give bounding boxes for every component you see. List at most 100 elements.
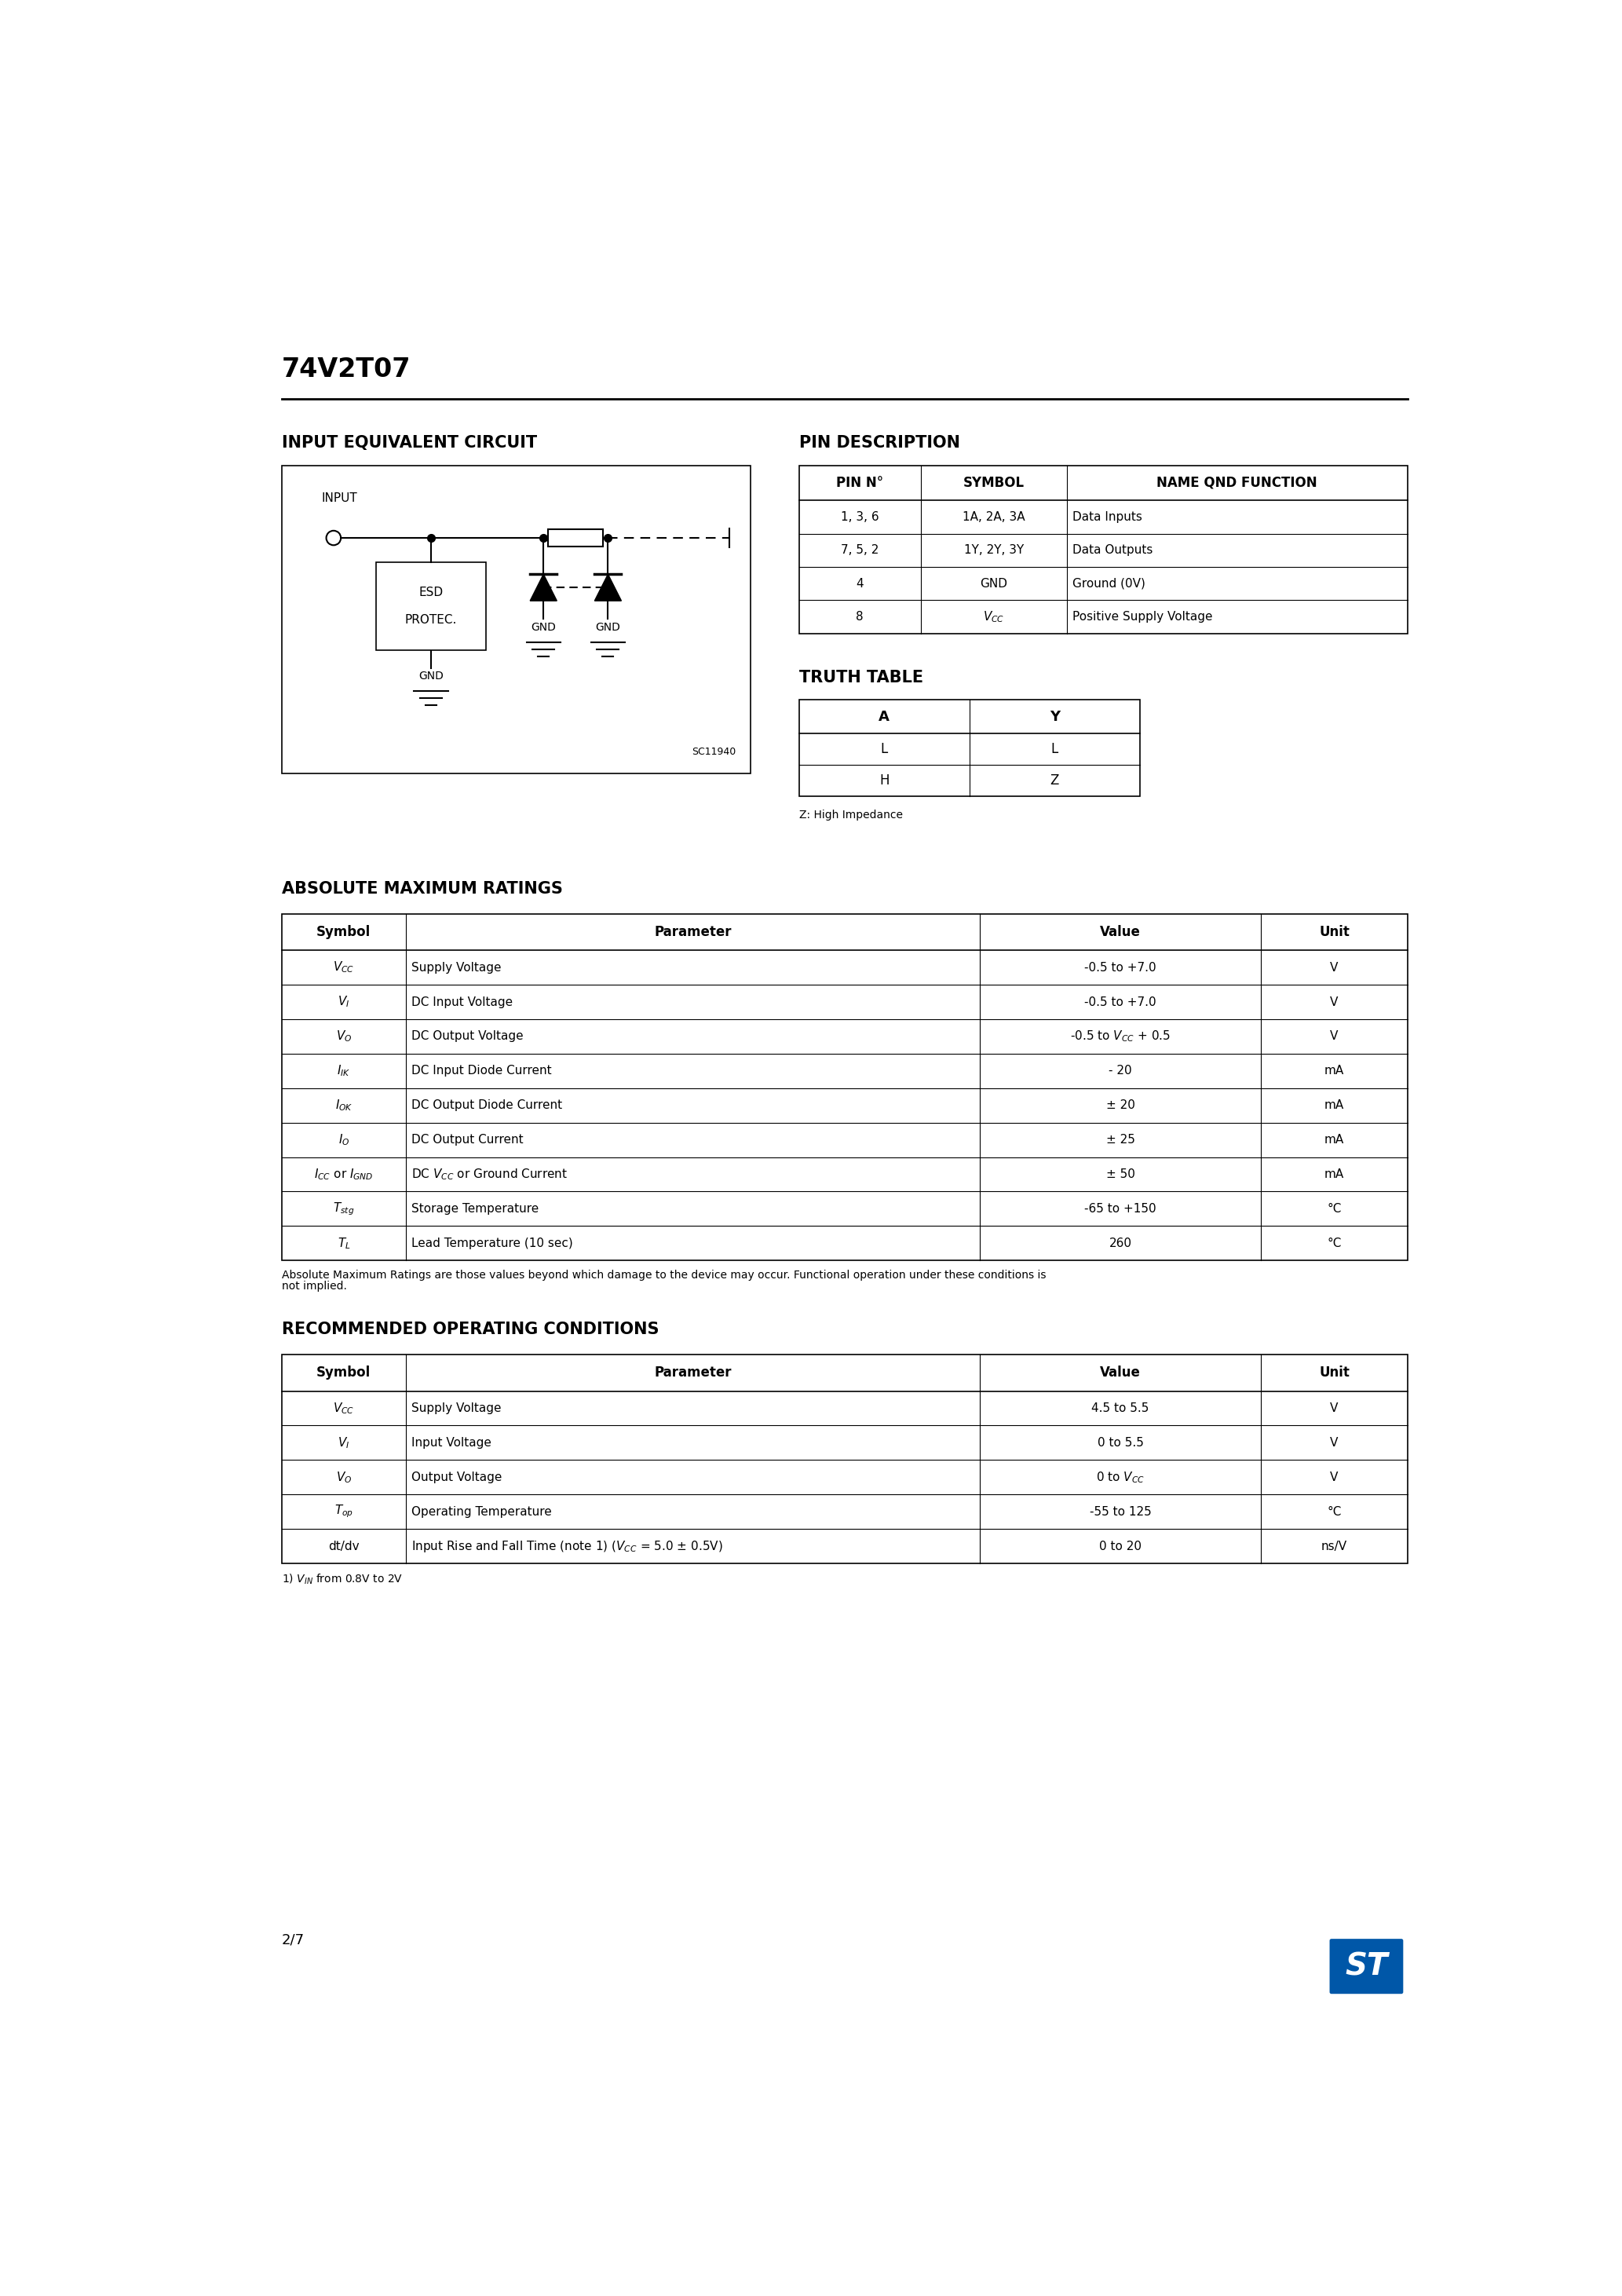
- Text: $I_{CC}$ or $I_{GND}$: $I_{CC}$ or $I_{GND}$: [315, 1166, 373, 1182]
- Text: GND: GND: [595, 622, 621, 634]
- Text: Output Voltage: Output Voltage: [412, 1472, 503, 1483]
- Text: -55 to 125: -55 to 125: [1090, 1506, 1152, 1518]
- Text: - 20: - 20: [1109, 1065, 1132, 1077]
- Text: Data Outputs: Data Outputs: [1072, 544, 1153, 556]
- Text: GND: GND: [418, 670, 443, 682]
- Text: $V_{O}$: $V_{O}$: [336, 1029, 352, 1045]
- Text: °C: °C: [1327, 1506, 1341, 1518]
- Text: DC Input Voltage: DC Input Voltage: [412, 996, 513, 1008]
- Text: mA: mA: [1325, 1065, 1345, 1077]
- Text: L: L: [1051, 742, 1058, 755]
- Text: ± 50: ± 50: [1106, 1169, 1135, 1180]
- Text: Symbol: Symbol: [316, 1366, 371, 1380]
- Text: $V_{CC}$: $V_{CC}$: [983, 608, 1004, 625]
- Text: ± 25: ± 25: [1106, 1134, 1135, 1146]
- Text: V: V: [1330, 962, 1338, 974]
- Text: ST: ST: [1345, 1952, 1388, 1981]
- Text: not implied.: not implied.: [282, 1281, 347, 1290]
- Text: 4: 4: [856, 579, 863, 590]
- Text: SYMBOL: SYMBOL: [963, 475, 1025, 489]
- Bar: [376, 563, 485, 650]
- Text: V: V: [1330, 996, 1338, 1008]
- Text: DC $V_{CC}$ or Ground Current: DC $V_{CC}$ or Ground Current: [412, 1166, 568, 1182]
- Text: mA: mA: [1325, 1169, 1345, 1180]
- Text: $V_{CC}$: $V_{CC}$: [333, 960, 355, 976]
- Text: Z: High Impedance: Z: High Impedance: [800, 810, 903, 820]
- Text: Absolute Maximum Ratings are those values beyond which damage to the device may : Absolute Maximum Ratings are those value…: [282, 1270, 1046, 1281]
- Text: Lead Temperature (10 sec): Lead Temperature (10 sec): [412, 1238, 573, 1249]
- Bar: [282, 466, 751, 774]
- Text: 260: 260: [1109, 1238, 1132, 1249]
- Text: -0.5 to $V_{CC}$ + 0.5: -0.5 to $V_{CC}$ + 0.5: [1071, 1029, 1171, 1045]
- Text: 0 to $V_{CC}$: 0 to $V_{CC}$: [1096, 1469, 1145, 1486]
- Bar: [800, 466, 1408, 634]
- Text: Supply Voltage: Supply Voltage: [412, 1403, 501, 1414]
- Text: Storage Temperature: Storage Temperature: [412, 1203, 539, 1215]
- Text: Operating Temperature: Operating Temperature: [412, 1506, 551, 1518]
- Text: $I_{IK}$: $I_{IK}$: [337, 1063, 350, 1079]
- Text: -0.5 to +7.0: -0.5 to +7.0: [1085, 996, 1156, 1008]
- Text: Symbol: Symbol: [316, 925, 371, 939]
- Text: Ground (0V): Ground (0V): [1072, 579, 1145, 590]
- Bar: [548, 530, 603, 546]
- Text: INPUT: INPUT: [321, 494, 357, 505]
- Text: mA: mA: [1325, 1134, 1345, 1146]
- Text: Data Inputs: Data Inputs: [1072, 512, 1142, 523]
- Text: Input Rise and Fall Time (note 1) ($V_{CC}$ = 5.0 ± 0.5V): Input Rise and Fall Time (note 1) ($V_{C…: [412, 1538, 723, 1554]
- Text: $V_{CC}$: $V_{CC}$: [333, 1401, 355, 1417]
- Text: 0 to 20: 0 to 20: [1100, 1541, 1142, 1552]
- Text: GND: GND: [530, 622, 556, 634]
- Bar: [800, 700, 1140, 797]
- Polygon shape: [530, 574, 556, 602]
- Text: 74V2T07: 74V2T07: [282, 356, 410, 383]
- Text: 1) $V_{IN}$ from 0.8V to 2V: 1) $V_{IN}$ from 0.8V to 2V: [282, 1573, 402, 1587]
- Text: RECOMMENDED OPERATING CONDITIONS: RECOMMENDED OPERATING CONDITIONS: [282, 1322, 659, 1336]
- Text: V: V: [1330, 1031, 1338, 1042]
- Text: ABSOLUTE MAXIMUM RATINGS: ABSOLUTE MAXIMUM RATINGS: [282, 882, 563, 895]
- Text: V: V: [1330, 1472, 1338, 1483]
- Text: $V_{I}$: $V_{I}$: [337, 994, 350, 1010]
- Text: Value: Value: [1100, 925, 1140, 939]
- Text: Y: Y: [1049, 709, 1059, 723]
- Text: V: V: [1330, 1437, 1338, 1449]
- Text: DC Output Voltage: DC Output Voltage: [412, 1031, 524, 1042]
- Text: $I_{O}$: $I_{O}$: [337, 1132, 349, 1148]
- Text: ns/V: ns/V: [1322, 1541, 1348, 1552]
- Text: Z: Z: [1049, 774, 1059, 788]
- Text: Parameter: Parameter: [654, 925, 732, 939]
- Text: Input Voltage: Input Voltage: [412, 1437, 491, 1449]
- Text: INPUT EQUIVALENT CIRCUIT: INPUT EQUIVALENT CIRCUIT: [282, 436, 537, 450]
- Text: $T_{L}$: $T_{L}$: [337, 1235, 350, 1251]
- Text: $I_{OK}$: $I_{OK}$: [334, 1097, 352, 1114]
- Text: PIN N°: PIN N°: [837, 475, 884, 489]
- Text: -0.5 to +7.0: -0.5 to +7.0: [1085, 962, 1156, 974]
- Text: 1Y, 2Y, 3Y: 1Y, 2Y, 3Y: [963, 544, 1023, 556]
- Text: Parameter: Parameter: [654, 1366, 732, 1380]
- Text: 1, 3, 6: 1, 3, 6: [840, 512, 879, 523]
- Text: NAME QND FUNCTION: NAME QND FUNCTION: [1156, 475, 1317, 489]
- Text: 4.5 to 5.5: 4.5 to 5.5: [1092, 1403, 1150, 1414]
- Text: GND: GND: [980, 579, 1007, 590]
- Text: Unit: Unit: [1319, 925, 1350, 939]
- Text: A: A: [879, 709, 889, 723]
- Text: H: H: [879, 774, 889, 788]
- Text: ± 20: ± 20: [1106, 1100, 1135, 1111]
- Text: dt/dv: dt/dv: [328, 1541, 360, 1552]
- Text: Value: Value: [1100, 1366, 1140, 1380]
- Text: SC11940: SC11940: [691, 746, 736, 758]
- Text: L: L: [881, 742, 887, 755]
- Text: Unit: Unit: [1319, 1366, 1350, 1380]
- Text: °C: °C: [1327, 1203, 1341, 1215]
- Text: $V_{I}$: $V_{I}$: [337, 1435, 350, 1451]
- Text: Positive Supply Voltage: Positive Supply Voltage: [1072, 611, 1213, 622]
- Text: PIN DESCRIPTION: PIN DESCRIPTION: [800, 436, 960, 450]
- Text: mA: mA: [1325, 1100, 1345, 1111]
- Text: Supply Voltage: Supply Voltage: [412, 962, 501, 974]
- Text: DC Input Diode Current: DC Input Diode Current: [412, 1065, 551, 1077]
- Text: TRUTH TABLE: TRUTH TABLE: [800, 670, 923, 687]
- Text: 2/7: 2/7: [282, 1933, 305, 1947]
- Bar: [282, 914, 1408, 1261]
- Text: V: V: [1330, 1403, 1338, 1414]
- Text: 1A, 2A, 3A: 1A, 2A, 3A: [962, 512, 1025, 523]
- Bar: [282, 1355, 1408, 1564]
